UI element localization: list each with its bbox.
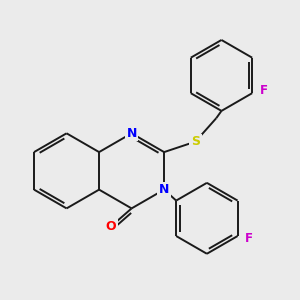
Text: F: F [245, 232, 253, 245]
Text: N: N [126, 127, 137, 140]
Text: O: O [105, 220, 116, 233]
Text: N: N [159, 183, 169, 196]
Text: F: F [260, 84, 268, 97]
Text: S: S [191, 135, 200, 148]
